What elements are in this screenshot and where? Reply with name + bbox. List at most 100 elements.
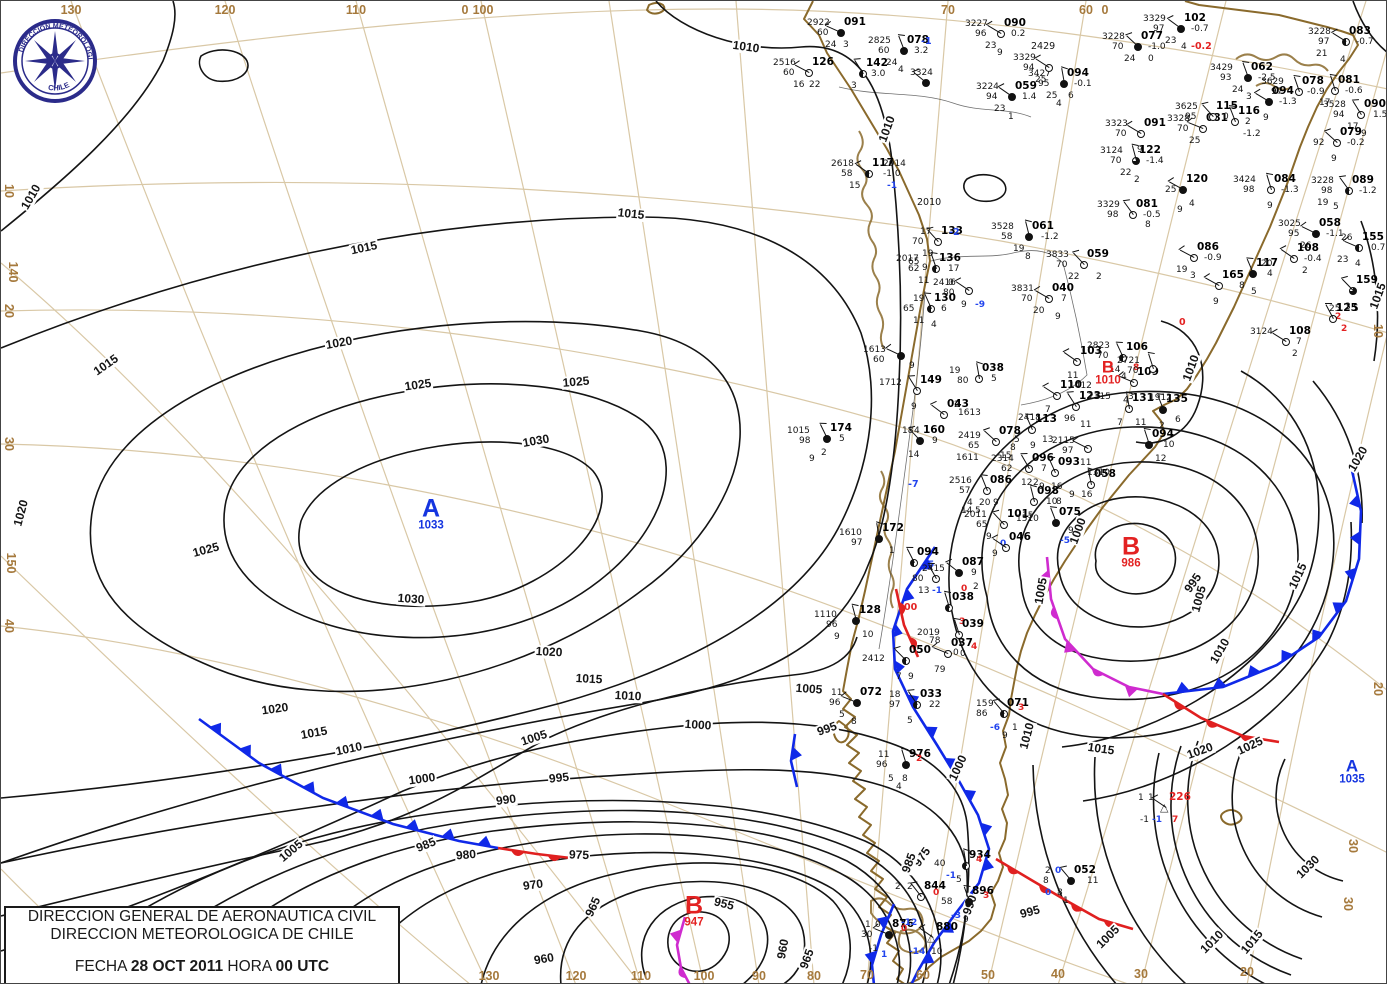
station-value: -1 [932, 586, 942, 596]
station-value: 58 [841, 169, 853, 179]
station-pressure-code: 090 [1364, 98, 1386, 110]
station-value: 97 [889, 700, 901, 710]
station-symbol [975, 375, 983, 383]
station-value: 2 [1302, 266, 1308, 276]
station-pressure-code: 081 [1206, 112, 1228, 124]
occluded-front-symbol [669, 929, 682, 943]
station-value: 19 [913, 294, 925, 304]
station-value: 16 [1081, 490, 1093, 500]
station-value: 3124 [1100, 146, 1123, 156]
station-value: 23 [985, 41, 997, 51]
station-symbol [1132, 157, 1140, 165]
grid-label: 30 [1134, 967, 1148, 981]
pressure-center-value: 1010 [1095, 374, 1121, 387]
station-value: 25 [1035, 75, 1047, 85]
station-value: 9 [911, 402, 917, 412]
station-value: 4 [1355, 259, 1361, 269]
low-center-symbol: B [1101, 357, 1115, 377]
station-value: 10 [862, 630, 874, 640]
station-symbol [1231, 118, 1239, 126]
station-value: 78 [929, 636, 941, 646]
cold-front-symbol [907, 694, 920, 708]
station-pressure-code: 108 [1289, 325, 1311, 337]
station-symbol [1137, 130, 1145, 138]
station-value: 11 [918, 276, 930, 286]
station-pressure-code: 086 [990, 474, 1012, 486]
grid-label: 30 [2, 437, 16, 451]
station-value: 3831 [1011, 284, 1034, 294]
station-pressure-code: 128 [859, 604, 881, 616]
station-value: -1 [1152, 815, 1162, 825]
station-value: 24 [886, 58, 898, 68]
grid-label: 90 [752, 969, 766, 983]
station-pressure-code: 083 [1349, 25, 1371, 37]
station-pressure-code: 087 [962, 556, 984, 568]
station-value: 8 [1239, 281, 1245, 291]
station-symbol [1355, 244, 1363, 252]
station-value: 22 [929, 700, 941, 710]
station-value: 25 [1189, 136, 1201, 146]
station-value: 3228 [1308, 27, 1331, 37]
pressure-center: B 947 [684, 893, 704, 929]
pressure-center-value: 947 [684, 916, 704, 929]
station-value: 2315 [1088, 392, 1111, 402]
station-value: -1.2 [1359, 186, 1377, 196]
station-value: 3228 [1311, 176, 1334, 186]
station-value: 11 [1087, 876, 1099, 886]
pressure-center: B 1010 [1095, 357, 1121, 387]
grid-label: 30 [1346, 839, 1360, 853]
station-value: 9 [997, 48, 1003, 58]
station-symbol [1129, 211, 1137, 219]
station-symbol [1249, 270, 1257, 278]
pressure-center: A 1035 [1339, 757, 1365, 786]
station-pressure-code: 117 [1256, 257, 1278, 269]
station-value: 11 [1135, 418, 1147, 428]
station-value: 5 [956, 875, 962, 885]
station-value: 10 [931, 947, 943, 957]
grid-label: 150 [4, 552, 18, 574]
station-pressure-code: 078 [999, 425, 1021, 437]
station-symbol [944, 650, 952, 658]
station-value: 8 [851, 717, 857, 727]
station-symbol [897, 352, 905, 360]
station-symbol [955, 569, 963, 577]
cold-front-symbol [877, 915, 889, 929]
station-value: -1 [887, 181, 897, 191]
station-value: -9 [975, 300, 985, 310]
station-symbol [1080, 261, 1088, 269]
agency-line-1: DIRECCION GENERAL DE AERONAUTICA CIVIL [27, 908, 377, 925]
station-value: 10 [1046, 497, 1058, 507]
station-pressure-code: 106 [1126, 341, 1148, 353]
station-value: 1 [881, 950, 888, 960]
station-value: -0.7 [1191, 24, 1209, 34]
station-symbol [1357, 111, 1365, 119]
station-value: 3629 [1261, 77, 1284, 87]
station-value: 0 [933, 888, 940, 898]
station-pressure-code: 089 [1352, 174, 1374, 186]
station-pressure-code: 094 [1067, 67, 1089, 79]
station-pressure-code: 033 [920, 688, 942, 700]
station-value: 70 [1097, 351, 1109, 361]
station-pressure-code: 061 [1032, 220, 1054, 232]
station-symbol [927, 305, 935, 313]
station-symbol [1084, 445, 1092, 453]
station-value: -2.5 [1258, 73, 1276, 83]
grid-label: 20 [1240, 965, 1254, 979]
station-symbol [885, 931, 893, 939]
station-value: 2419 [958, 431, 981, 441]
cold-front-symbol [270, 763, 283, 776]
station-value: 15 [849, 181, 861, 191]
pressure-center-value: 1035 [1339, 773, 1365, 786]
station-value: 2418 [1018, 413, 1041, 423]
station-value: 9 [1361, 129, 1367, 139]
misc-label: 2429 [1031, 41, 1056, 52]
occluded-front-symbol [1050, 606, 1059, 620]
grid-label: 60 [1079, 3, 1093, 17]
station-value: 2017 [896, 254, 919, 264]
station-value: 23 [1337, 255, 1349, 265]
station-pressure-code: 876 [892, 918, 914, 930]
station-value: 17 [948, 264, 960, 274]
chart-title-box: DIRECCION GENERAL DE AERONAUTICA CIVIL D… [4, 906, 400, 983]
station-pressure-code: 038 [952, 591, 974, 603]
station-pressure-code: 098 [1037, 485, 1059, 497]
